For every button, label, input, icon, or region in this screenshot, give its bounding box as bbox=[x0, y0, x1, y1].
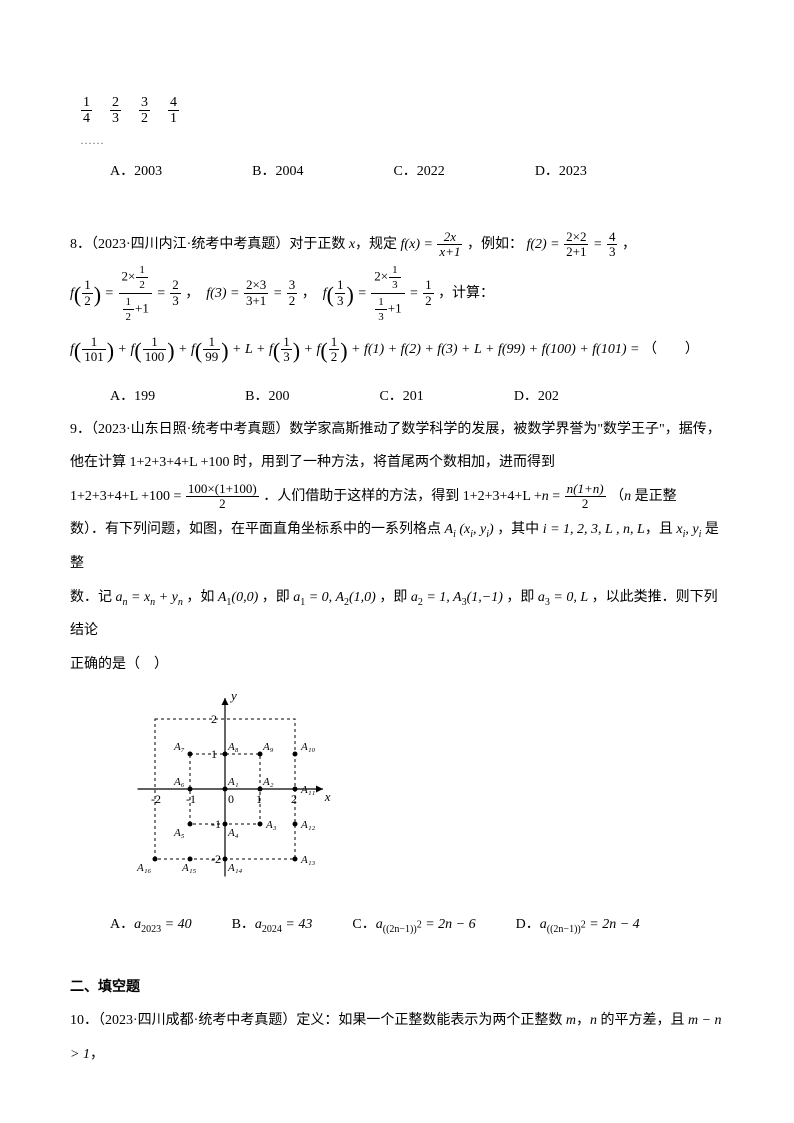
svg-text:y: y bbox=[229, 689, 237, 703]
option-b: B．a2024 = 43 bbox=[232, 910, 313, 941]
option-b: B．2004 bbox=[252, 157, 303, 188]
q9-line2: 他在计算 1+2+3+4+L +100 时，用到了一种方法，将首尾两个数相加，进… bbox=[70, 446, 724, 480]
svg-text:A₇: A₇ bbox=[173, 741, 185, 753]
q9-line4: 数）．有下列问题，如图，在平面直角坐标系中的一系列格点 Ai (xi, yi) … bbox=[70, 513, 724, 580]
option-c: C．201 bbox=[379, 382, 423, 413]
option-b: B．200 bbox=[245, 382, 289, 413]
section-2-title: 二、填空题 bbox=[70, 971, 724, 1005]
option-d: D．202 bbox=[514, 382, 559, 413]
q8-series: f(1101) + f(1100) + f(199) + L + f(13) +… bbox=[70, 325, 724, 378]
svg-text:A₁₃: A₁₃ bbox=[300, 854, 316, 866]
frac-cell: 14 bbox=[81, 95, 92, 127]
frac-cell: 32 bbox=[139, 95, 150, 127]
svg-text:x: x bbox=[324, 789, 331, 804]
svg-text:A₁₁: A₁₁ bbox=[300, 784, 316, 796]
ellipsis: …… bbox=[70, 127, 724, 153]
option-d: D．2023 bbox=[535, 157, 587, 188]
svg-text:A₁₄: A₁₄ bbox=[227, 862, 243, 874]
svg-text:A₄: A₄ bbox=[227, 827, 239, 839]
svg-text:1: 1 bbox=[256, 792, 262, 806]
svg-text:0: 0 bbox=[228, 792, 234, 806]
q8-examples-line2: f(12) = 2×12 12+1 = 23 ， f(3) = 2×33+1 =… bbox=[70, 262, 724, 325]
svg-text:2: 2 bbox=[211, 712, 217, 726]
svg-text:A₅: A₅ bbox=[173, 827, 185, 839]
pattern-grid: 14 23 32 41 bbox=[70, 95, 724, 127]
q8-options: A．199 B．200 C．201 D．202 bbox=[70, 382, 724, 413]
option-a: A．199 bbox=[110, 382, 155, 413]
svg-text:A₉: A₉ bbox=[262, 741, 274, 753]
option-a: A．a2023 = 40 bbox=[110, 910, 192, 941]
svg-text:A₈: A₈ bbox=[227, 741, 239, 753]
option-a: A．2003 bbox=[110, 157, 162, 188]
svg-text:1: 1 bbox=[211, 747, 217, 761]
q7-options: A．2003 B．2004 C．2022 D．2023 bbox=[70, 157, 724, 188]
q9-line5: 数．记 an = xn + yn ，如 A1(0,0) ，即 a1 = 0, A… bbox=[70, 581, 724, 648]
q9-line1: 9．（2023·山东日照·统考中考真题）数学家高斯推动了数学科学的发展，被数学界… bbox=[70, 413, 724, 447]
svg-text:A₁₀: A₁₀ bbox=[300, 741, 316, 753]
q10-stem: 10．（2023·四川成都·统考中考真题）定义：如果一个正整数能表示为两个正整数… bbox=[70, 1004, 724, 1071]
svg-text:-2: -2 bbox=[211, 852, 221, 866]
option-c: C．a((2n−1))2 = 2n − 6 bbox=[352, 910, 475, 941]
svg-text:A₁₆: A₁₆ bbox=[136, 862, 152, 874]
q8-stem: 8．（2023·四川内江·统考中考真题）对于正数 x，规定 f(x) = 2xx… bbox=[70, 228, 724, 262]
svg-text:A₃: A₃ bbox=[265, 819, 277, 831]
svg-text:A₆: A₆ bbox=[173, 776, 185, 788]
svg-text:-2: -2 bbox=[151, 792, 161, 806]
svg-text:A₁₅: A₁₅ bbox=[181, 862, 197, 874]
svg-text:A₁₂: A₁₂ bbox=[300, 819, 316, 831]
svg-text:A₂: A₂ bbox=[262, 776, 274, 788]
option-c: C．2022 bbox=[393, 157, 444, 188]
option-d: D．a((2n−1))2 = 2n − 4 bbox=[516, 910, 640, 941]
svg-text:A₁: A₁ bbox=[227, 776, 239, 788]
q9-line3: 1+2+3+4+L +100 = 100×(1+100)2 ．人们借助于这样的方… bbox=[70, 480, 724, 514]
frac-cell: 41 bbox=[168, 95, 179, 127]
q9-options: A．a2023 = 40 B．a2024 = 43 C．a((2n−1))2 =… bbox=[70, 910, 724, 941]
svg-text:-1: -1 bbox=[186, 792, 196, 806]
frac-cell: 23 bbox=[110, 95, 121, 127]
svg-text:-1: -1 bbox=[211, 817, 221, 831]
svg-text:2: 2 bbox=[291, 792, 297, 806]
coordinate-diagram: x y -2 -1 1 2 0 -2 -1 1 2 A₇ A₈ A₉ A₁₀ A₆ A₁ A₂ A₁₁ A₅ A₄ A₃ A… bbox=[130, 689, 724, 902]
q9-line6: 正确的是（ ） bbox=[70, 648, 724, 682]
